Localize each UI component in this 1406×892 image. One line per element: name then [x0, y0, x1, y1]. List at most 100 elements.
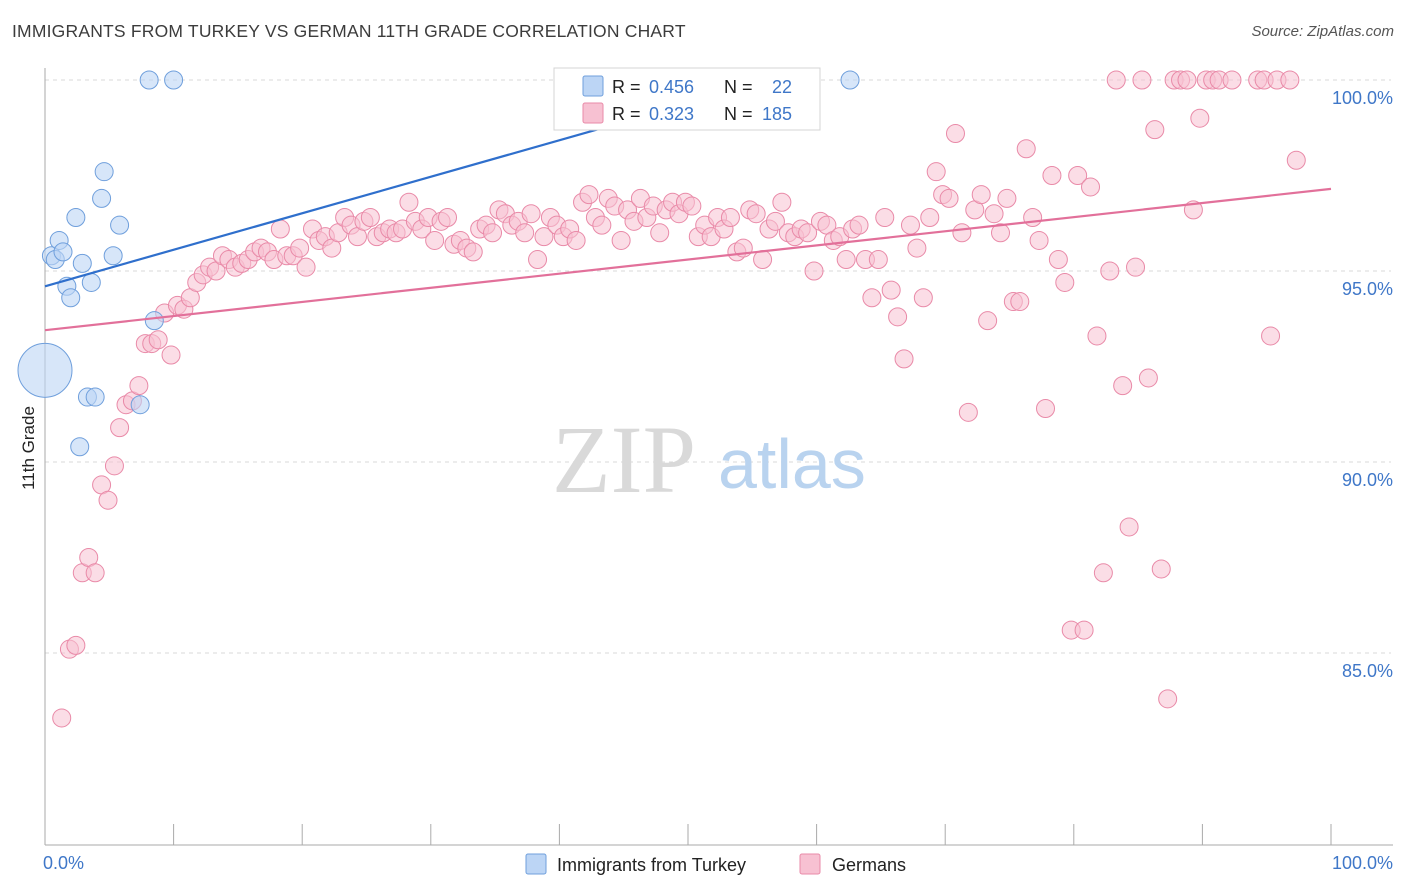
y-tick-label: 95.0%	[1342, 279, 1393, 299]
stats-n-label-turkey: N =	[724, 77, 753, 97]
germans-point	[881, 280, 901, 300]
germans-point	[52, 708, 72, 728]
germans-points	[52, 70, 1306, 728]
turkey-point	[17, 342, 73, 398]
germans-point	[1087, 326, 1107, 346]
germans-point	[862, 288, 882, 308]
germans-point	[868, 250, 888, 270]
turkey-point	[144, 311, 164, 331]
germans-point	[1261, 326, 1281, 346]
germans-point	[1029, 230, 1049, 250]
y-tick-label: 100.0%	[1332, 88, 1393, 108]
turkey-point	[130, 395, 150, 415]
germans-point	[1023, 208, 1043, 228]
germans-point	[566, 230, 586, 250]
germans-point	[1222, 70, 1242, 90]
legend-swatch-germans	[799, 853, 821, 875]
germans-point	[875, 208, 895, 228]
legend-label-turkey: Immigrants from Turkey	[557, 855, 746, 875]
stats-box: R = 0.456 N = 22 R = 0.323 N = 185	[553, 67, 821, 131]
germans-point	[1010, 292, 1030, 312]
turkey-point	[164, 70, 184, 90]
germans-point	[528, 250, 548, 270]
germans-point	[611, 230, 631, 250]
germans-point	[1074, 620, 1094, 640]
turkey-point	[110, 215, 130, 235]
germans-point	[849, 215, 869, 235]
germans-trend-line	[44, 187, 1332, 332]
germans-point	[129, 376, 149, 396]
germans-point	[804, 261, 824, 281]
germans-point	[990, 223, 1010, 243]
germans-point	[984, 204, 1004, 224]
germans-point	[463, 242, 483, 262]
germans-point	[958, 402, 978, 422]
germans-point	[920, 208, 940, 228]
germans-point	[900, 215, 920, 235]
germans-point	[907, 238, 927, 258]
germans-point	[997, 188, 1017, 208]
germans-point	[425, 230, 445, 250]
germans-point	[1190, 108, 1210, 128]
watermark-zip: ZIP	[552, 406, 696, 513]
y-axis-label: 11th Grade	[19, 406, 38, 490]
turkey-point	[70, 437, 90, 457]
germans-point	[1048, 250, 1068, 270]
turkey-point	[85, 387, 105, 407]
axes	[44, 68, 1393, 846]
germans-point	[772, 192, 792, 212]
germans-point	[438, 208, 458, 228]
watermark-atlas: atlas	[718, 425, 866, 503]
germans-point	[682, 196, 702, 216]
germans-point	[104, 456, 124, 476]
germans-point	[483, 223, 503, 243]
turkey-point	[139, 70, 159, 90]
germans-point	[720, 208, 740, 228]
germans-point	[1138, 368, 1158, 388]
legend-label-germans: Germans	[832, 855, 906, 875]
germans-point	[1100, 261, 1120, 281]
turkey-point	[94, 162, 114, 182]
germans-point	[1126, 257, 1146, 277]
stats-n-value-turkey: 22	[772, 77, 792, 97]
germans-point	[650, 223, 670, 243]
germans-point	[148, 330, 168, 350]
legend: Immigrants from Turkey Germans	[525, 853, 906, 875]
germans-point	[161, 345, 181, 365]
germans-point	[1151, 559, 1171, 579]
stats-r-label-germans: R =	[612, 104, 641, 124]
germans-point	[290, 238, 310, 258]
legend-swatch-turkey	[525, 853, 547, 875]
germans-point	[1081, 177, 1101, 197]
germans-point	[836, 250, 856, 270]
stats-n-label-germans: N =	[724, 104, 753, 124]
turkey-point	[81, 272, 101, 292]
y-tick-label: 90.0%	[1342, 470, 1393, 490]
germans-point	[888, 307, 908, 327]
x-tick-label: 0.0%	[43, 853, 84, 873]
germans-point	[945, 123, 965, 143]
germans-point	[926, 162, 946, 182]
germans-point	[66, 635, 86, 655]
y-tick-label: 85.0%	[1342, 661, 1393, 681]
germans-point	[85, 563, 105, 583]
germans-point	[952, 223, 972, 243]
germans-point	[360, 208, 380, 228]
germans-point	[746, 204, 766, 224]
germans-point	[798, 223, 818, 243]
germans-point	[579, 185, 599, 205]
stats-r-value-germans: 0.323	[649, 104, 694, 124]
germans-point	[1093, 563, 1113, 583]
grid-lines	[45, 79, 1391, 654]
germans-point	[1068, 166, 1088, 185]
germans-point	[971, 185, 991, 205]
germans-point	[978, 311, 998, 331]
stats-swatch-turkey	[582, 75, 604, 97]
germans-point	[765, 211, 785, 231]
germans-point	[939, 188, 959, 208]
germans-point	[1119, 517, 1139, 537]
turkey-point	[840, 70, 860, 90]
turkey-point	[92, 188, 112, 208]
germans-point	[753, 250, 773, 270]
